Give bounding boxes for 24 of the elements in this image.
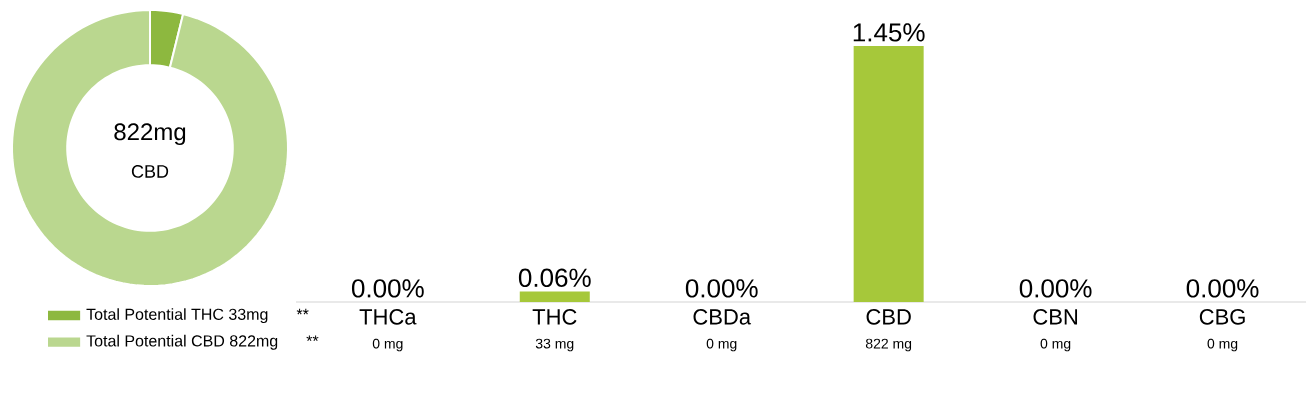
data-label: 0.00% (1186, 279, 1259, 298)
legend-label: Total Potential THC 33mg (86, 308, 268, 324)
x-tick-label: CBD (866, 309, 911, 325)
data-label: 1.45% (853, 23, 925, 42)
x-tick-label: CBDa (693, 309, 752, 325)
x-tick-label: CBG (1199, 309, 1245, 325)
text: 0 mg (1040, 338, 1071, 352)
data-label: 0.00% (351, 279, 424, 298)
text: 0 mg (372, 338, 403, 352)
text: 0 mg (706, 338, 737, 352)
x-tick-label: THC (532, 309, 577, 325)
text: 33 mg (535, 338, 574, 352)
x-tick-label: THCa (359, 309, 417, 325)
data-label: 0.00% (685, 279, 758, 298)
text: 0 mg (1207, 338, 1238, 352)
data-label: 0.00% (1019, 279, 1092, 298)
legend-label: Total Potential CBD 822mg (86, 334, 278, 350)
text: 822 mg (865, 338, 912, 352)
text: ** (306, 335, 319, 341)
text: CBD (131, 165, 169, 178)
x-tick-label: CBN (1033, 309, 1078, 325)
text: 822mg (114, 123, 186, 146)
data-label: 0.06% (518, 268, 591, 287)
text: ** (296, 308, 309, 315)
